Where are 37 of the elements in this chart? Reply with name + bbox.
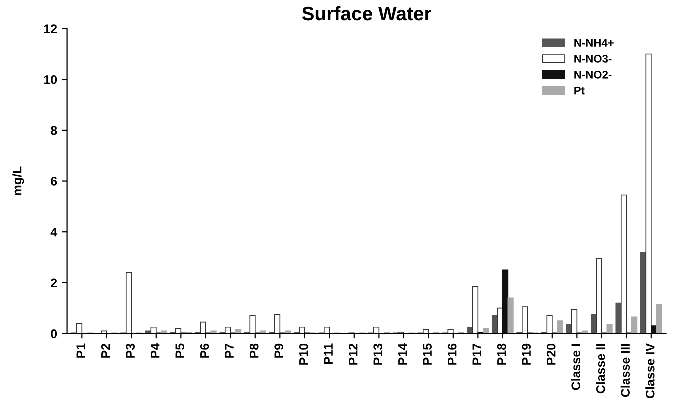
x-tick-label: Classe I (571, 344, 581, 390)
x-tick-label: Classe III (620, 344, 630, 398)
legend-label: N-NO3- (574, 55, 612, 63)
x-tick-label: Classe II (596, 344, 606, 394)
y-tick-label: 6 (51, 177, 58, 186)
legend-label: N-NO2- (574, 70, 612, 79)
x-tick-label: P6 (200, 344, 210, 358)
x-tick-label: P1 (76, 344, 86, 358)
y-tick-label: 4 (50, 228, 58, 237)
y-tick-label: 0 (51, 330, 58, 338)
x-tick-label: P7 (225, 344, 234, 358)
x-tick-label: P4 (151, 344, 160, 358)
x-tick-label: P12 (348, 344, 358, 365)
x-tick-label: P14 (398, 344, 408, 365)
y-tick-label: 8 (51, 126, 58, 136)
x-tick-label: P19 (522, 344, 532, 365)
x-tick-label: P17 (472, 344, 482, 365)
x-tick-label: P16 (448, 344, 457, 365)
x-tick-label: P3 (126, 344, 136, 358)
x-tick-label: P18 (497, 344, 506, 365)
x-tick-label: P13 (374, 344, 383, 365)
x-tick-label: P11 (324, 344, 333, 364)
x-tick-label: P2 (101, 344, 110, 358)
y-tick-label: 2 (51, 278, 58, 288)
x-tick-label: P5 (176, 344, 185, 358)
y-axis-title: mg/L (12, 166, 24, 196)
x-tick-label: P9 (274, 344, 284, 358)
x-tick-label: P20 (546, 344, 556, 365)
x-tick-label: P15 (423, 344, 432, 365)
x-tick-label: Classe IV (646, 344, 655, 399)
x-tick-label: P10 (299, 344, 308, 365)
chart-title: Surface Water (302, 6, 432, 21)
legend-label: Pt (574, 86, 585, 95)
y-tick-label: 12 (44, 24, 58, 34)
x-tick-label: P8 (250, 344, 259, 358)
legend-label: N-NH4+ (574, 39, 614, 47)
y-tick-label: 10 (44, 75, 58, 84)
